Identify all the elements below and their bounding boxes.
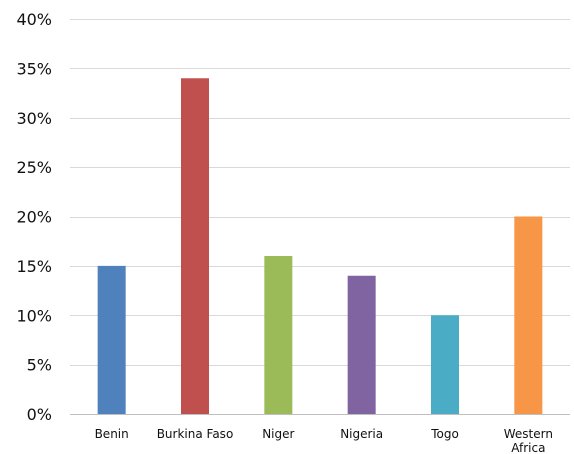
bar-burkina-faso: [181, 78, 209, 414]
y-axis-tick-labels: 0% 5% 10% 15% 20% 25% 30% 35% 40%: [16, 10, 52, 424]
gridlines: [70, 19, 570, 415]
bar-nigeria: [347, 275, 376, 414]
x-tick-label: Niger: [262, 427, 294, 441]
y-tick-label: 10%: [16, 306, 52, 325]
y-tick-label: 30%: [16, 109, 52, 128]
x-tick-label: Nigeria: [340, 427, 383, 441]
bars: [97, 78, 543, 414]
bar-niger: [264, 256, 293, 414]
x-tick-label: Benin: [95, 427, 129, 441]
bar-benin: [97, 265, 126, 414]
y-tick-label: 35%: [16, 59, 52, 78]
y-tick-label: 25%: [16, 158, 52, 177]
y-tick-label: 5%: [27, 356, 52, 375]
x-tick-label: Western Africa: [504, 427, 553, 454]
y-tick-label: 20%: [16, 208, 52, 227]
x-tick-label: Burkina Faso: [157, 427, 234, 441]
x-tick-label: Togo: [430, 427, 459, 441]
y-tick-label: 0%: [27, 405, 52, 424]
x-axis-tick-labels: Benin Burkina Faso Niger Nigeria Togo Western…: [95, 427, 553, 454]
y-tick-label: 15%: [16, 257, 52, 276]
y-tick-label: 40%: [16, 10, 52, 29]
bar-western-africa: [514, 216, 543, 414]
bar-togo: [431, 315, 459, 414]
